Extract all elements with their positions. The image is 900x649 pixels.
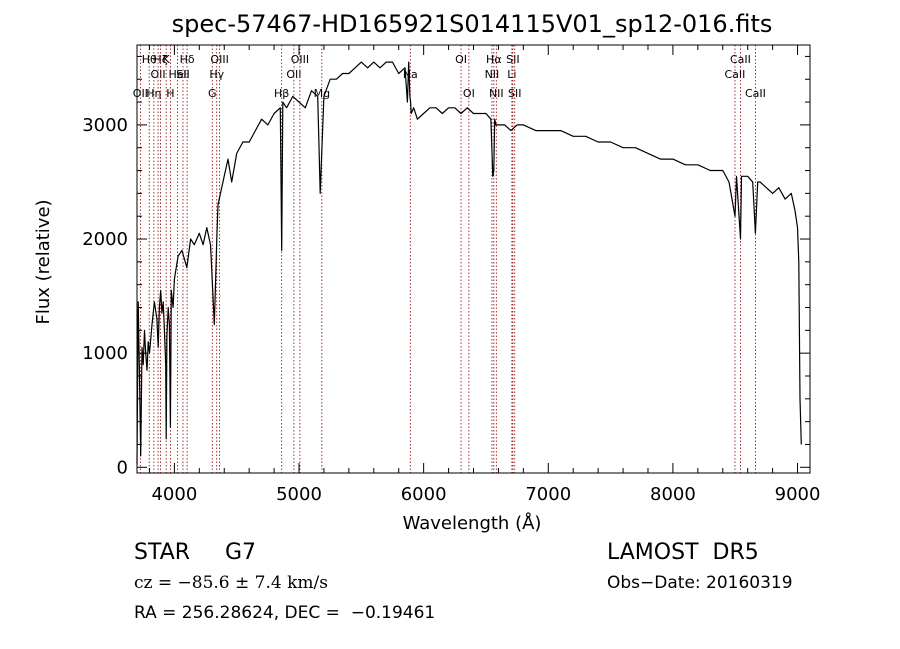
line-label-8: SII <box>176 68 189 81</box>
line-label-16: Mg <box>314 87 330 100</box>
chart-title: spec-57467-HD165921S014115V01_sp12-016.f… <box>172 10 773 38</box>
y-axis-label: Flux (relative) <box>33 199 54 324</box>
line-label-28: CaII <box>745 87 766 100</box>
x-tick-label: 7000 <box>525 484 571 505</box>
y-tick-label: 2000 <box>82 229 128 250</box>
object-class: STAR G7 <box>134 540 257 565</box>
line-label-17: Na <box>403 68 418 81</box>
x-tick-label: 8000 <box>650 484 696 505</box>
y-tick-label: 0 <box>117 457 128 478</box>
plot-frame <box>136 44 811 474</box>
line-label-20: NII <box>485 68 500 81</box>
line-label-15: OIII <box>291 53 309 66</box>
x-tick-label: 5000 <box>276 484 322 505</box>
x-axis: 4000 5000 6000 7000 8000 9000 <box>148 45 821 505</box>
line-label-21: Hα <box>486 53 502 66</box>
line-label-4: Hζ <box>153 53 167 66</box>
line-label-9: Hδ <box>180 53 195 66</box>
survey-name: LAMOST DR5 <box>607 540 759 565</box>
line-label-1: Hθ <box>142 53 157 66</box>
y-tick-label: 3000 <box>82 115 128 136</box>
line-label-27: CaII <box>730 53 751 66</box>
line-label-26: CaII <box>725 68 746 81</box>
spectral-line-markers: OIIHθHηOIIHζKHHeISIIHδGHγOIIIHβOIIOIIIMg… <box>133 45 766 473</box>
line-label-18: OI <box>455 53 467 66</box>
redshift-velocity: cz = −85.6 ± 7.4 km/s <box>134 573 328 593</box>
x-tick-label: 4000 <box>151 484 197 505</box>
line-label-24: SII <box>506 53 519 66</box>
line-label-19: OI <box>463 87 475 100</box>
line-label-25: SII <box>508 87 521 100</box>
coordinates: RA = 256.28624, DEC = −0.19461 <box>134 603 436 623</box>
line-label-10: G <box>208 87 217 100</box>
line-label-11: Hγ <box>209 68 224 81</box>
spectrum-line <box>136 61 802 464</box>
x-tick-label: 9000 <box>775 484 821 505</box>
y-axis: 0 1000 2000 3000 <box>82 55 810 478</box>
line-label-22: NII <box>489 87 504 100</box>
x-axis-label: Wavelength (Å) <box>403 512 542 534</box>
x-tick-label: 6000 <box>401 484 447 505</box>
line-label-3: OII <box>150 68 165 81</box>
observation-date: Obs−Date: 20160319 <box>607 573 793 593</box>
line-label-23: Li <box>507 68 516 81</box>
line-label-12: OIII <box>210 53 228 66</box>
line-label-7: HeI <box>168 68 186 81</box>
line-label-5: K <box>163 53 171 66</box>
y-tick-label: 1000 <box>82 343 128 364</box>
line-label-13: Hβ <box>274 87 289 100</box>
line-label-14: OII <box>286 68 301 81</box>
line-label-2: Hη <box>146 87 161 100</box>
line-label-6: H <box>166 87 174 100</box>
